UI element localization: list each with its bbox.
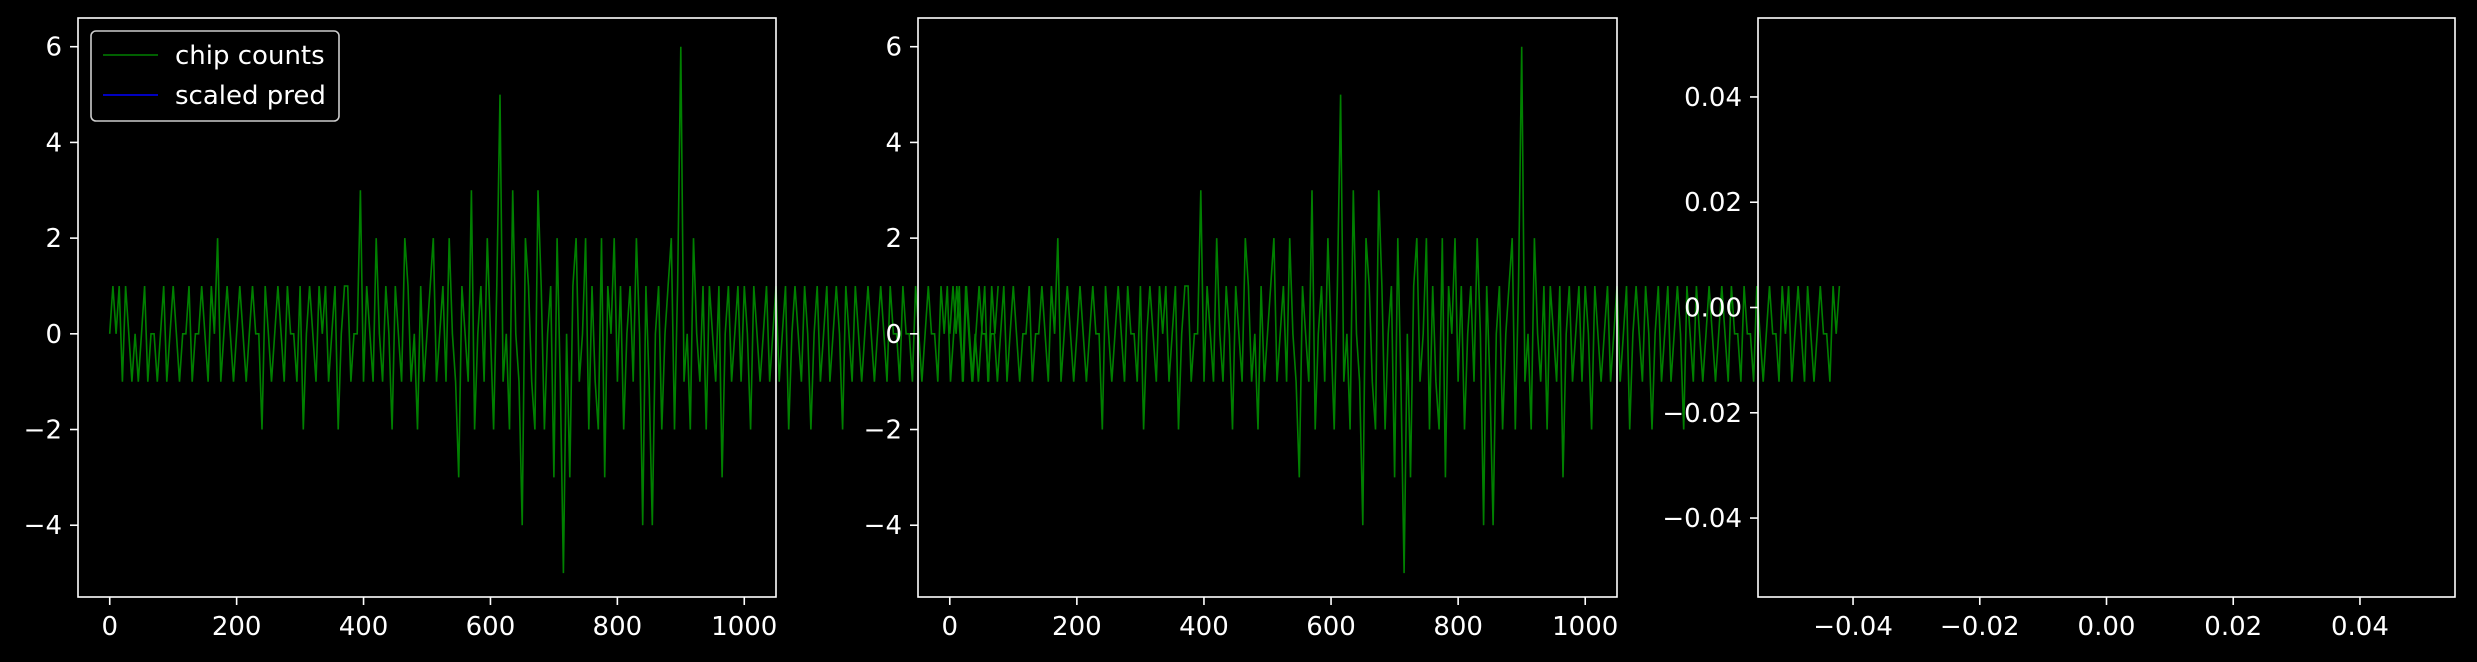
series-line-middle-0	[949, 46, 1841, 574]
legend-label-scaled-pred: scaled pred	[175, 81, 326, 111]
axes-frame-left	[77, 17, 777, 598]
x-tick-label-middle: 600	[1306, 612, 1356, 642]
x-tick-label-left: 800	[593, 612, 643, 642]
y-tick-label-middle: 6	[885, 33, 902, 63]
axes-frame-middle	[917, 17, 1618, 598]
y-tick-label-left: 2	[45, 224, 62, 254]
y-tick-label-right: 0.04	[1684, 83, 1742, 113]
y-tick-label-left: −4	[24, 511, 62, 541]
y-tick-label-middle: 0	[885, 320, 902, 350]
y-tick-label-left: 0	[45, 320, 62, 350]
x-tick-label-left: 1000	[711, 612, 777, 642]
x-tick-label-left: 600	[466, 612, 516, 642]
y-tick-label-right: −0.04	[1662, 504, 1742, 534]
y-tick-label-middle: −2	[864, 416, 902, 446]
x-tick-label-right: 0.04	[2331, 612, 2389, 642]
x-tick-label-left: 400	[339, 612, 389, 642]
x-tick-label-left: 200	[212, 612, 262, 642]
chart-panel-right: −0.04 −0.02 0.00 0.02 0.04 −0.04 −0.02 0.00 0.02…	[1662, 17, 2456, 642]
y-tick-label-middle: −4	[864, 511, 902, 541]
y-tick-label-left: 6	[45, 33, 62, 63]
y-tick-label-left: 4	[45, 128, 62, 158]
legend-label-chip-counts: chip counts	[175, 41, 325, 71]
legend-box	[90, 30, 340, 122]
x-tick-label-right: 0.02	[2204, 612, 2262, 642]
x-tick-label-middle: 0	[941, 612, 958, 642]
x-tick-label-right: 0.00	[2078, 612, 2136, 642]
x-tick-label-left: 0	[101, 612, 118, 642]
y-tick-label-right: 0.02	[1684, 188, 1742, 218]
x-tick-label-right: −0.02	[1940, 612, 2020, 642]
x-tick-label-middle: 400	[1179, 612, 1229, 642]
y-tick-label-middle: 2	[885, 224, 902, 254]
y-tick-label-right: −0.02	[1662, 399, 1742, 429]
x-tick-label-middle: 800	[1433, 612, 1483, 642]
y-tick-label-right: 0.00	[1684, 294, 1742, 324]
y-tick-label-left: −2	[24, 416, 62, 446]
x-tick-label-middle: 200	[1052, 612, 1102, 642]
series-line-chip-counts	[108, 46, 999, 574]
x-tick-label-middle: 1000	[1552, 612, 1618, 642]
chart-panel-middle: 0 200 400 600 800 1000 −4 −2 0 2 4 6	[864, 17, 1841, 642]
x-tick-label-right: −0.04	[1813, 612, 1893, 642]
y-tick-label-middle: 4	[885, 128, 902, 158]
